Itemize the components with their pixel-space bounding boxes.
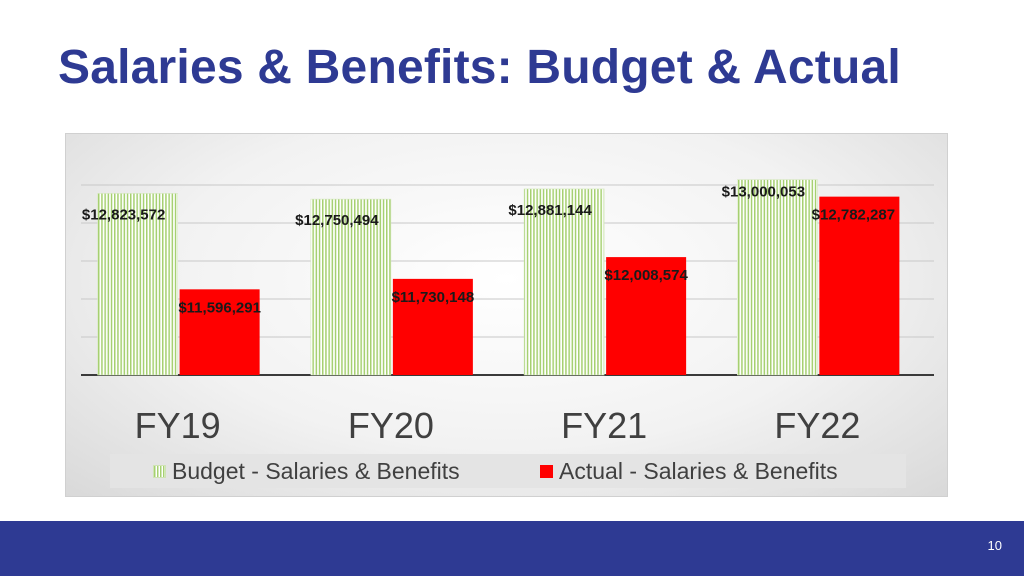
slide-title: Salaries & Benefits: Budget & Actual xyxy=(58,41,901,94)
data-label-budget-fy20: $12,750,494 xyxy=(295,212,379,229)
chart-panel: $12,823,572 $11,596,291 $12,750,494 $11,730… xyxy=(65,133,948,497)
data-label-budget-fy21: $12,881,144 xyxy=(508,202,592,219)
bar-actual-fy22 xyxy=(819,196,900,375)
legend-swatch-budget xyxy=(153,464,166,478)
page-number: 10 xyxy=(987,538,1002,553)
legend-label-actual: Actual - Salaries & Benefits xyxy=(559,457,838,484)
legend-item-actual: Actual - Salaries & Benefits xyxy=(540,454,838,488)
data-label-budget-fy19: $12,823,572 xyxy=(82,206,165,223)
bar-actual-fy20 xyxy=(392,278,473,375)
bar-budget-fy19 xyxy=(97,193,178,376)
legend-item-budget: Budget - Salaries & Benefits xyxy=(153,454,460,488)
data-label-actual-fy19: $11,596,291 xyxy=(178,299,261,316)
legend: Budget - Salaries & Benefits Actual - Sa… xyxy=(110,454,906,488)
bar-actual-fy19 xyxy=(179,289,260,375)
bar-budget-fy20 xyxy=(310,198,392,376)
bar-chart: $12,823,572 $11,596,291 $12,750,494 $11,730… xyxy=(81,179,934,446)
data-label-budget-fy22: $13,000,053 xyxy=(722,184,805,201)
footer-bar: 10 xyxy=(0,521,1024,576)
legend-label-budget: Budget - Salaries & Benefits xyxy=(172,457,460,484)
category-label-fy19: FY19 xyxy=(135,405,221,446)
bar-actual-fy21 xyxy=(606,257,687,375)
bar-budget-fy22 xyxy=(737,179,818,376)
category-label-fy20: FY20 xyxy=(348,405,434,446)
category-label-fy22: FY22 xyxy=(774,405,860,446)
data-label-actual-fy20: $11,730,148 xyxy=(392,289,475,306)
legend-swatch-actual xyxy=(540,464,553,478)
data-label-actual-fy21: $12,008,574 xyxy=(604,267,688,284)
category-label-fy21: FY21 xyxy=(561,405,647,446)
bar-budget-fy21 xyxy=(523,188,605,376)
data-label-actual-fy22: $12,782,287 xyxy=(812,207,895,224)
